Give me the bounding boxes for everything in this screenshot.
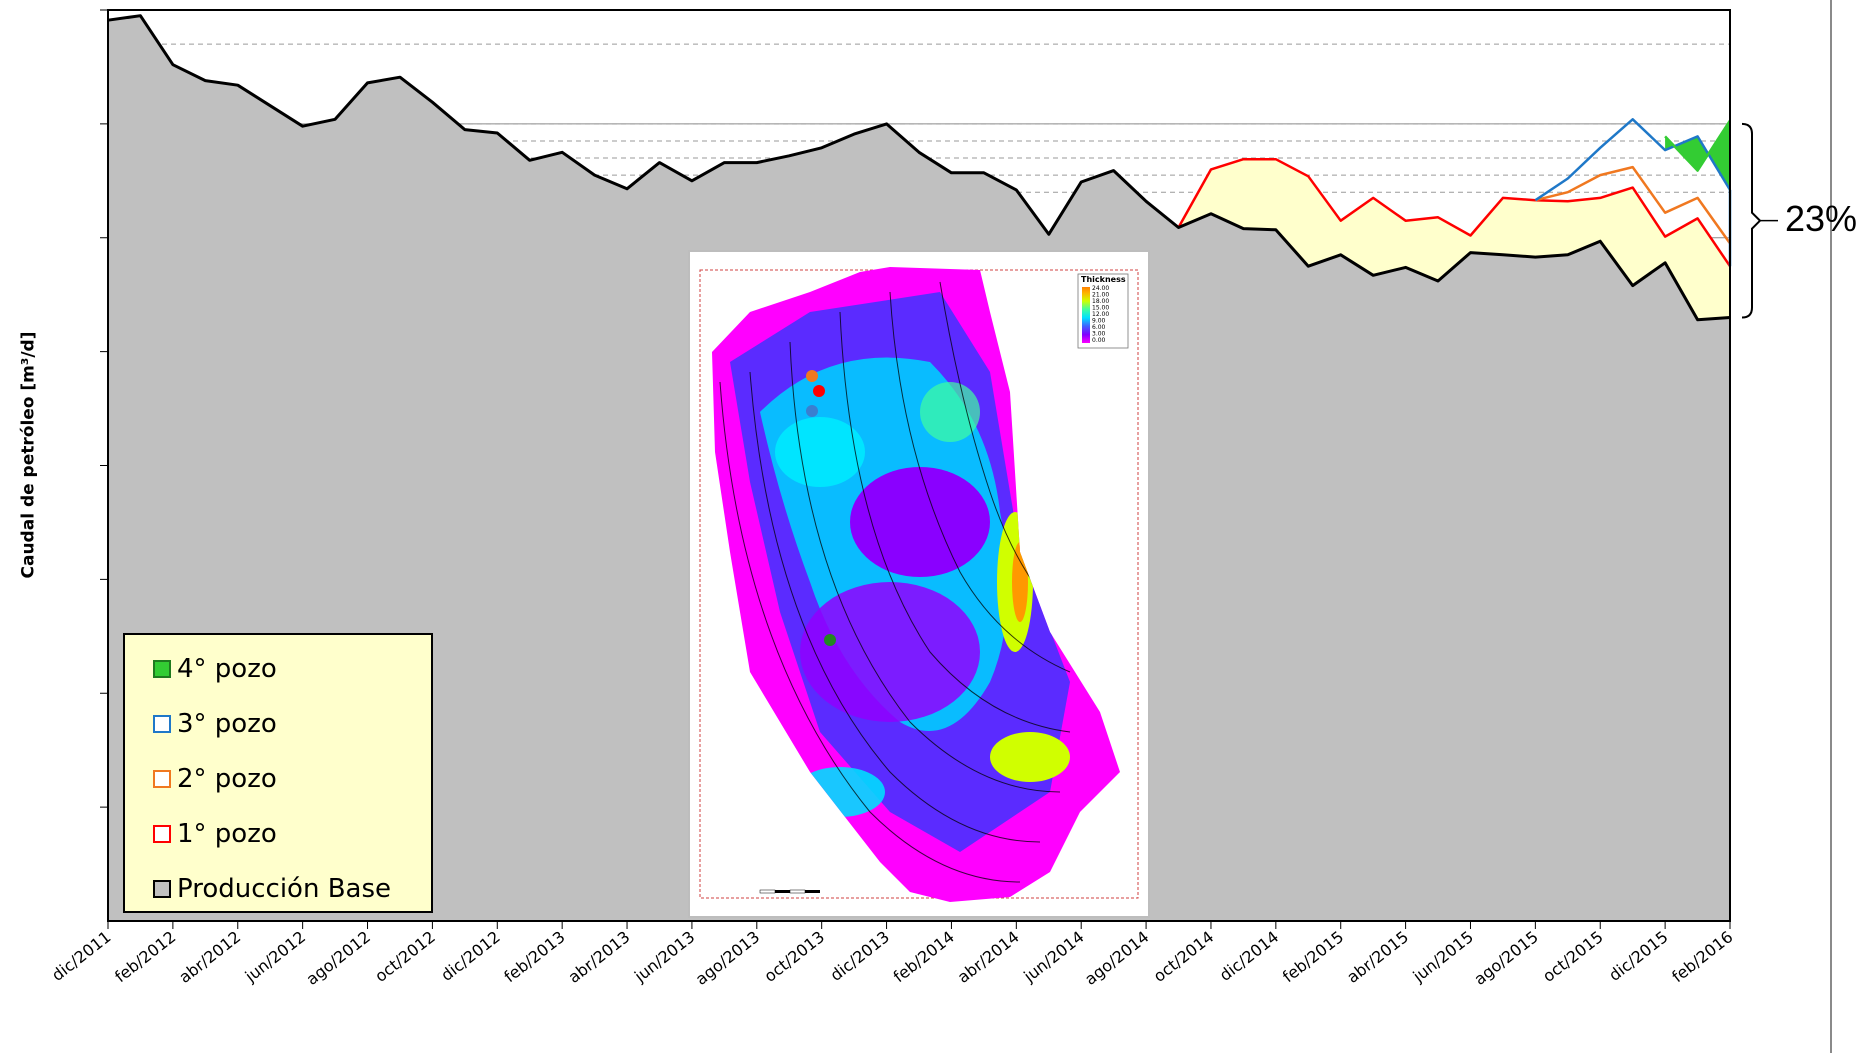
map-legend-value: 18.00 xyxy=(1092,298,1109,305)
map-legend-value: 9.00 xyxy=(1092,318,1106,325)
x-tick-label: oct/2014 xyxy=(1150,927,1218,986)
legend: 4° pozo 3° pozo 2° pozo 1° pozo Producci… xyxy=(123,633,433,913)
map-legend-value: 3.00 xyxy=(1092,331,1106,338)
x-tick-label: dic/2011 xyxy=(48,927,114,985)
legend-swatch xyxy=(153,880,171,898)
legend-item-1-pozo: 1° pozo xyxy=(153,814,277,854)
x-tick-label: feb/2012 xyxy=(111,927,179,986)
legend-label: 4° pozo xyxy=(177,654,277,684)
area-4-pozo xyxy=(1665,120,1730,190)
x-tick-label: jun/2014 xyxy=(1019,927,1087,986)
x-tick-label: jun/2013 xyxy=(630,927,698,986)
y-axis-label: Caudal de petróleo [m³/d] xyxy=(18,331,39,579)
legend-label: 3° pozo xyxy=(177,709,277,739)
legend-swatch xyxy=(153,825,171,843)
x-tick-labels: dic/2011feb/2012abr/2012jun/2012ago/2012… xyxy=(48,927,1736,989)
x-tick-label: ago/2014 xyxy=(1081,927,1152,989)
map-scale-bar xyxy=(759,889,820,894)
well-marker-2 xyxy=(806,370,818,382)
map-legend-value: 24.00 xyxy=(1092,285,1109,292)
x-tick-label: jun/2015 xyxy=(1409,927,1477,986)
percent-brace xyxy=(1741,122,1762,319)
x-tick-label: abr/2012 xyxy=(175,927,244,987)
map-legend-value: 21.00 xyxy=(1092,292,1109,299)
x-tick-label: oct/2013 xyxy=(761,927,829,986)
x-tick-label: oct/2012 xyxy=(371,927,439,986)
x-tick-label: abr/2015 xyxy=(1343,927,1412,987)
well-marker-3 xyxy=(806,405,818,417)
thickness-map: Thickness 24.0021.0018.0015.0012.009.006… xyxy=(699,267,1139,902)
series-lines xyxy=(107,14,1732,322)
right-divider xyxy=(1830,0,1832,1053)
x-tick-label: feb/2016 xyxy=(1668,927,1736,986)
x-tick-label: jun/2012 xyxy=(241,927,309,986)
map-color-legend: Thickness 24.0021.0018.0015.0012.009.006… xyxy=(1077,273,1129,349)
well-marker-4 xyxy=(824,634,836,646)
x-tick-label: abr/2014 xyxy=(954,927,1023,987)
line-4-pozo xyxy=(1664,119,1732,172)
y-axis-label-box: Caudal de petróleo [m³/d] xyxy=(8,300,48,610)
x-tick-label: feb/2013 xyxy=(500,927,568,986)
legend-label: 2° pozo xyxy=(177,764,277,794)
well-marker-1 xyxy=(813,385,825,397)
x-tick-label: oct/2015 xyxy=(1539,927,1607,986)
line-produccion-base xyxy=(107,14,1731,322)
map-legend-value: 0.00 xyxy=(1092,337,1106,344)
legend-swatch xyxy=(153,660,171,678)
plot-frame xyxy=(107,9,1731,922)
legend-label: Producción Base xyxy=(177,874,392,904)
legend-item-3-pozo: 3° pozo xyxy=(153,704,277,744)
map-legend-value: 15.00 xyxy=(1092,305,1109,312)
map-legend-title: Thickness xyxy=(1081,275,1126,284)
axes xyxy=(100,9,1731,929)
percent-annotation: 23% xyxy=(1785,198,1858,239)
legend-swatch xyxy=(153,770,171,788)
thickness-map-inset: Thickness 24.00 21.00 18.00 15.00 12.00 9.00 6… xyxy=(688,250,1150,918)
x-tick-label: abr/2013 xyxy=(565,927,634,987)
x-tick-label: dic/2013 xyxy=(827,927,893,985)
x-tick-label: ago/2012 xyxy=(303,927,374,989)
x-tick-label: ago/2015 xyxy=(1470,927,1541,989)
percent-bracket xyxy=(1741,122,1778,319)
legend-swatch xyxy=(153,715,171,733)
x-tick-label: ago/2013 xyxy=(692,927,763,989)
line-1-pozo xyxy=(1177,157,1732,267)
x-tick-label: dic/2012 xyxy=(437,927,503,985)
line-3-pozo xyxy=(1534,118,1732,202)
legend-item-produccion-base: Producción Base xyxy=(153,869,391,909)
legend-item-4-pozo: 4° pozo xyxy=(153,649,277,689)
line-2-pozo xyxy=(1535,165,1732,245)
legend-label: 1° pozo xyxy=(177,819,277,849)
map-legend-value: 12.00 xyxy=(1092,311,1109,318)
x-tick-label: dic/2015 xyxy=(1605,927,1671,985)
x-tick-label: feb/2014 xyxy=(890,927,958,986)
x-tick-label: feb/2015 xyxy=(1279,927,1347,986)
map-legend-value: 6.00 xyxy=(1092,324,1106,331)
x-tick-label: dic/2014 xyxy=(1216,927,1282,985)
legend-item-2-pozo: 2° pozo xyxy=(153,759,277,799)
